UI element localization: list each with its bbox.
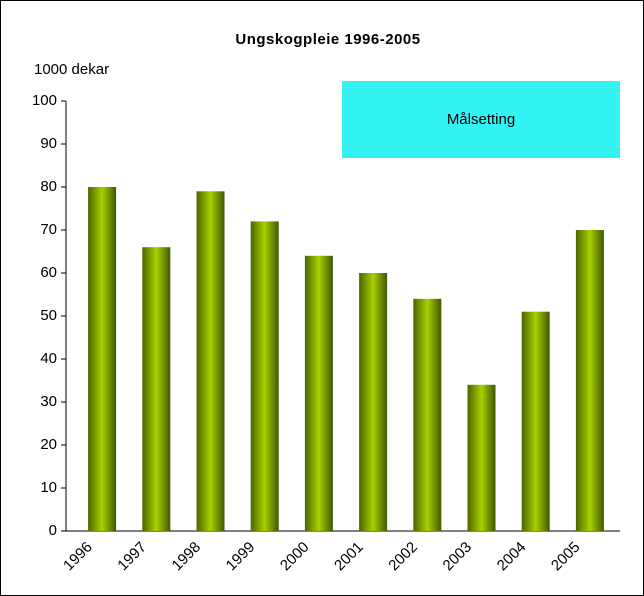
y-tick-label: 80 xyxy=(40,178,57,195)
bar xyxy=(521,311,550,531)
y-tick-label: 40 xyxy=(40,350,57,367)
annotation: Målsetting xyxy=(447,111,515,128)
y-tick-label: 20 xyxy=(40,436,57,453)
y-tick-label: 10 xyxy=(40,479,57,496)
y-tick-label: 100 xyxy=(32,92,57,109)
bar xyxy=(304,255,333,532)
bar xyxy=(413,298,442,531)
y-axis-label: 1000 dekar xyxy=(34,61,109,78)
y-tick-label: 0 xyxy=(49,522,57,539)
chart-title: Ungskogpleie 1996-2005 xyxy=(235,31,420,48)
y-tick-label: 30 xyxy=(40,393,57,410)
bar xyxy=(250,221,279,531)
annotation-box xyxy=(342,81,620,158)
bar xyxy=(575,230,604,531)
bar xyxy=(196,191,225,532)
y-tick-label: 50 xyxy=(40,307,57,324)
y-tick-label: 60 xyxy=(40,264,57,281)
y-tick-label: 70 xyxy=(40,221,57,238)
bar xyxy=(467,384,496,531)
bar xyxy=(88,187,117,531)
bar xyxy=(142,247,171,531)
bar xyxy=(359,273,388,531)
y-tick-label: 90 xyxy=(40,135,57,152)
